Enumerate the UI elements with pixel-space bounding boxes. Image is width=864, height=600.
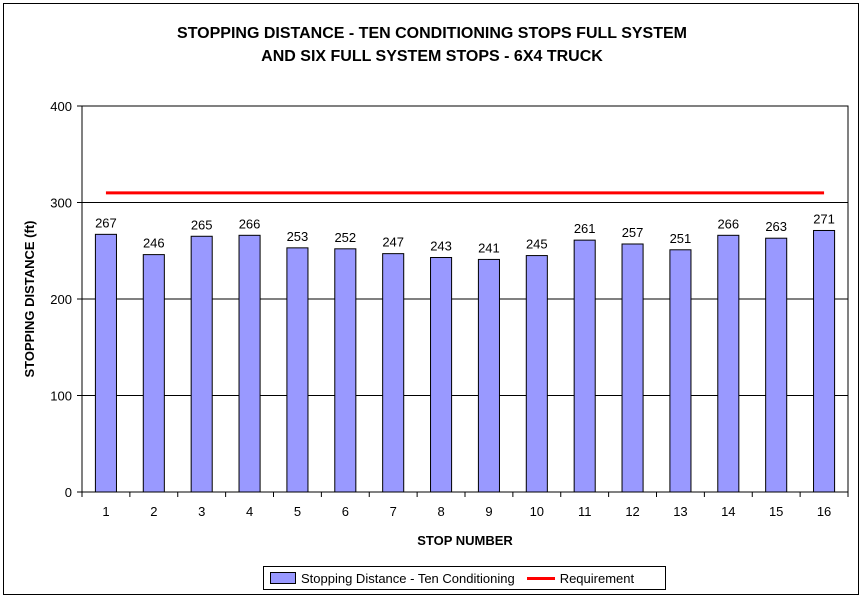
legend-swatch-bar (270, 572, 296, 584)
bar-value-label: 267 (95, 215, 117, 230)
x-tick-label: 9 (485, 504, 492, 519)
bar (717, 234, 740, 493)
y-tick-label: 200 (50, 292, 72, 307)
bar (382, 253, 405, 493)
legend-label-requirement: Requirement (559, 570, 635, 586)
y-tick-label: 0 (65, 485, 72, 500)
chart-title-line1: STOPPING DISTANCE - TEN CONDITIONING STO… (177, 25, 687, 42)
bar (190, 235, 213, 493)
y-tick-label: 100 (50, 389, 72, 404)
bar (94, 233, 117, 493)
x-tick-label: 4 (246, 504, 253, 519)
bar (142, 254, 165, 493)
x-tick-label: 5 (294, 504, 301, 519)
x-tick-label: 3 (198, 504, 205, 519)
legend-swatch-line (526, 576, 555, 580)
y-axis-title: STOPPING DISTANCE (ft) (22, 221, 37, 378)
x-tick-label: 10 (530, 504, 544, 519)
bar-value-label: 271 (813, 211, 835, 226)
x-axis-ticks: 1 2 3 4 5 6 7 8 9 10 11 12 13 14 15 16 (81, 492, 849, 519)
bar (430, 257, 453, 493)
bar (669, 249, 692, 493)
bar-series (94, 229, 836, 493)
bar (621, 243, 644, 493)
legend-label-stopping-distance: Stopping Distance - Ten Conditioning (301, 570, 515, 586)
x-axis-title: STOP NUMBER (417, 533, 513, 548)
bar (477, 258, 500, 493)
x-tick-label: 11 (578, 504, 592, 519)
bar (765, 237, 788, 493)
bar (334, 248, 357, 493)
legend: Stopping Distance - Ten Conditioning Req… (263, 566, 666, 590)
x-tick-label: 14 (721, 504, 735, 519)
x-tick-label: 13 (673, 504, 687, 519)
bar-value-label: 266 (239, 216, 261, 231)
y-tick-label: 400 (50, 99, 72, 114)
bar-value-label: 257 (622, 225, 644, 240)
x-tick-label: 12 (625, 504, 639, 519)
bar-value-label: 243 (430, 239, 452, 254)
bar-value-label: 252 (334, 230, 356, 245)
y-tick-label: 300 (50, 196, 72, 211)
y-axis-ticks: 0 100 200 300 400 (50, 99, 82, 500)
bar-value-label: 263 (765, 219, 787, 234)
bar-value-label: 246 (143, 236, 165, 251)
bar-value-label: 265 (191, 217, 213, 232)
bar (238, 234, 261, 493)
x-tick-label: 8 (437, 504, 444, 519)
bar-value-label: 245 (526, 237, 548, 252)
x-tick-label: 16 (817, 504, 831, 519)
x-tick-label: 2 (150, 504, 157, 519)
bar-value-label: 251 (670, 231, 692, 246)
bar-value-label: 247 (382, 235, 404, 250)
data-labels: 267 246 265 266 253 252 247 243 241 245 261 257 251 2… (95, 211, 835, 255)
chart-title: STOPPING DISTANCE - TEN CONDITIONING STO… (0, 22, 864, 68)
x-tick-label: 7 (390, 504, 397, 519)
chart-title-line2: AND SIX FULL SYSTEM STOPS - 6X4 TRUCK (261, 48, 603, 65)
bar-value-label: 253 (287, 229, 309, 244)
bar-value-label: 241 (478, 240, 500, 255)
bar (286, 247, 309, 493)
bar (813, 229, 836, 493)
legend-item-stopping-distance: Stopping Distance - Ten Conditioning (270, 571, 515, 586)
bar (573, 239, 596, 493)
x-tick-label: 6 (342, 504, 349, 519)
bar-value-label: 261 (574, 221, 596, 236)
bar-value-label: 266 (717, 216, 739, 231)
legend-item-requirement: Requirement (526, 570, 635, 586)
x-tick-label: 15 (769, 504, 783, 519)
bar (525, 255, 548, 493)
x-tick-label: 1 (102, 504, 109, 519)
